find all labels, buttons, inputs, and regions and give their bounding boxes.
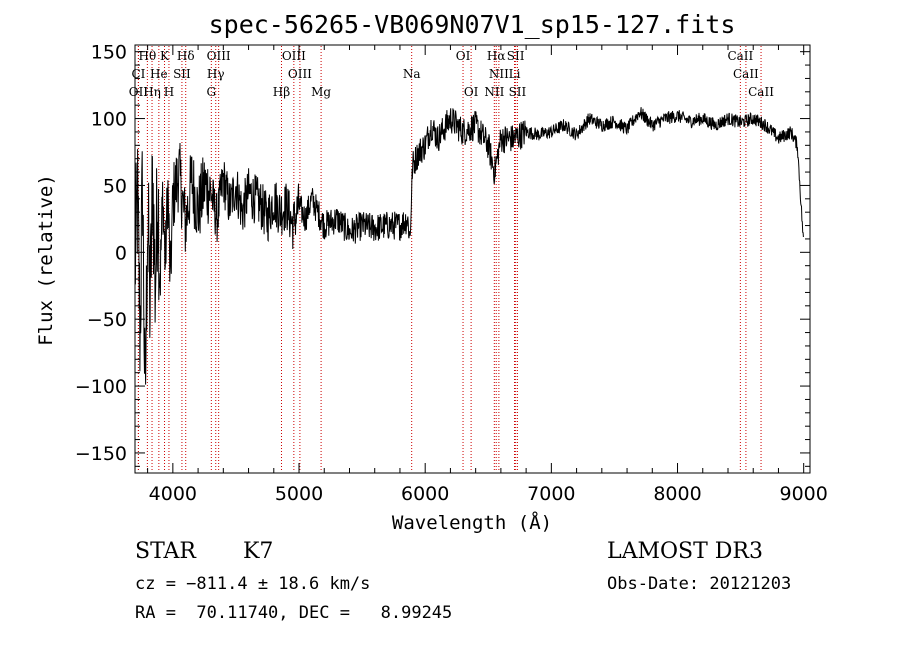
line-marker-label: SII — [509, 85, 527, 99]
line-marker-label: OIII — [288, 67, 312, 81]
line-marker-label: Hδ — [177, 49, 195, 63]
redshift-cz: cz = −811.4 ± 18.6 km/s — [135, 574, 371, 594]
line-marker-label: He — [150, 67, 168, 81]
line-marker-label: NII — [489, 67, 509, 81]
x-tick-labels: 4000 5000 6000 7000 8000 9000 — [149, 483, 828, 505]
x-tick-label: 4000 — [149, 483, 197, 505]
line-marker-label: CaII — [733, 67, 759, 81]
x-axis-label: Wavelength (Å) — [392, 511, 552, 534]
spectrum-line — [134, 107, 804, 385]
line-marker-label: K — [160, 49, 170, 63]
observation-date: Obs-Date: 20121203 — [607, 574, 792, 594]
line-marker-label: NII — [484, 85, 504, 99]
plot-frame — [134, 44, 811, 474]
x-tick-label: 8000 — [653, 483, 701, 505]
line-marker-label: Hα — [487, 49, 506, 63]
line-marker-label: SII — [507, 49, 525, 63]
y-tick-label: 0 — [115, 242, 127, 264]
y-tick-label: −100 — [75, 376, 127, 398]
line-marker-label: CaII — [727, 49, 753, 63]
line-marker-label: OI — [456, 49, 471, 63]
survey-name: LAMOST DR3 — [607, 539, 763, 564]
line-marker-label: Hβ — [273, 85, 290, 99]
x-tick-label: 9000 — [780, 483, 828, 505]
y-tick-label: 100 — [91, 109, 127, 131]
line-marker-label: OIII — [282, 49, 306, 63]
chart-title: spec-56265-VB069N07V1_sp15-127.fits — [209, 10, 736, 39]
y-axis-label: Flux (relative) — [35, 174, 57, 346]
y-tick-label: −150 — [75, 443, 127, 465]
y-tick-labels: −150 −100 −50 0 50 100 150 — [75, 42, 127, 465]
axis-ticks — [135, 45, 810, 473]
line-marker-label: Hη — [143, 85, 161, 99]
line-marker-label: OI — [464, 85, 479, 99]
x-tick-label: 6000 — [401, 483, 449, 505]
line-markers — [137, 46, 762, 472]
object-class: STAR — [135, 539, 196, 564]
y-tick-label: 50 — [103, 175, 127, 197]
spectrum-series — [134, 107, 804, 385]
x-tick-label: 7000 — [527, 483, 575, 505]
line-marker-label: OIII — [207, 49, 231, 63]
y-tick-label: 150 — [91, 42, 127, 64]
line-marker-label: G — [207, 85, 217, 99]
line-marker-label: Hθ — [139, 49, 157, 63]
line-marker-label: Hγ — [207, 67, 225, 81]
line-marker-label: Li — [509, 67, 521, 81]
spectral-subclass: K7 — [243, 539, 274, 564]
line-marker-label: CaII — [748, 85, 774, 99]
x-tick-label: 5000 — [275, 483, 323, 505]
line-marker-label: Na — [403, 67, 421, 81]
line-marker-label: SII — [173, 67, 191, 81]
line-marker-label: H — [164, 85, 174, 99]
line-marker-label: Mg — [311, 85, 331, 99]
y-tick-label: −50 — [87, 309, 127, 331]
coordinates: RA = 70.11740, DEC = 8.99245 — [135, 603, 453, 623]
